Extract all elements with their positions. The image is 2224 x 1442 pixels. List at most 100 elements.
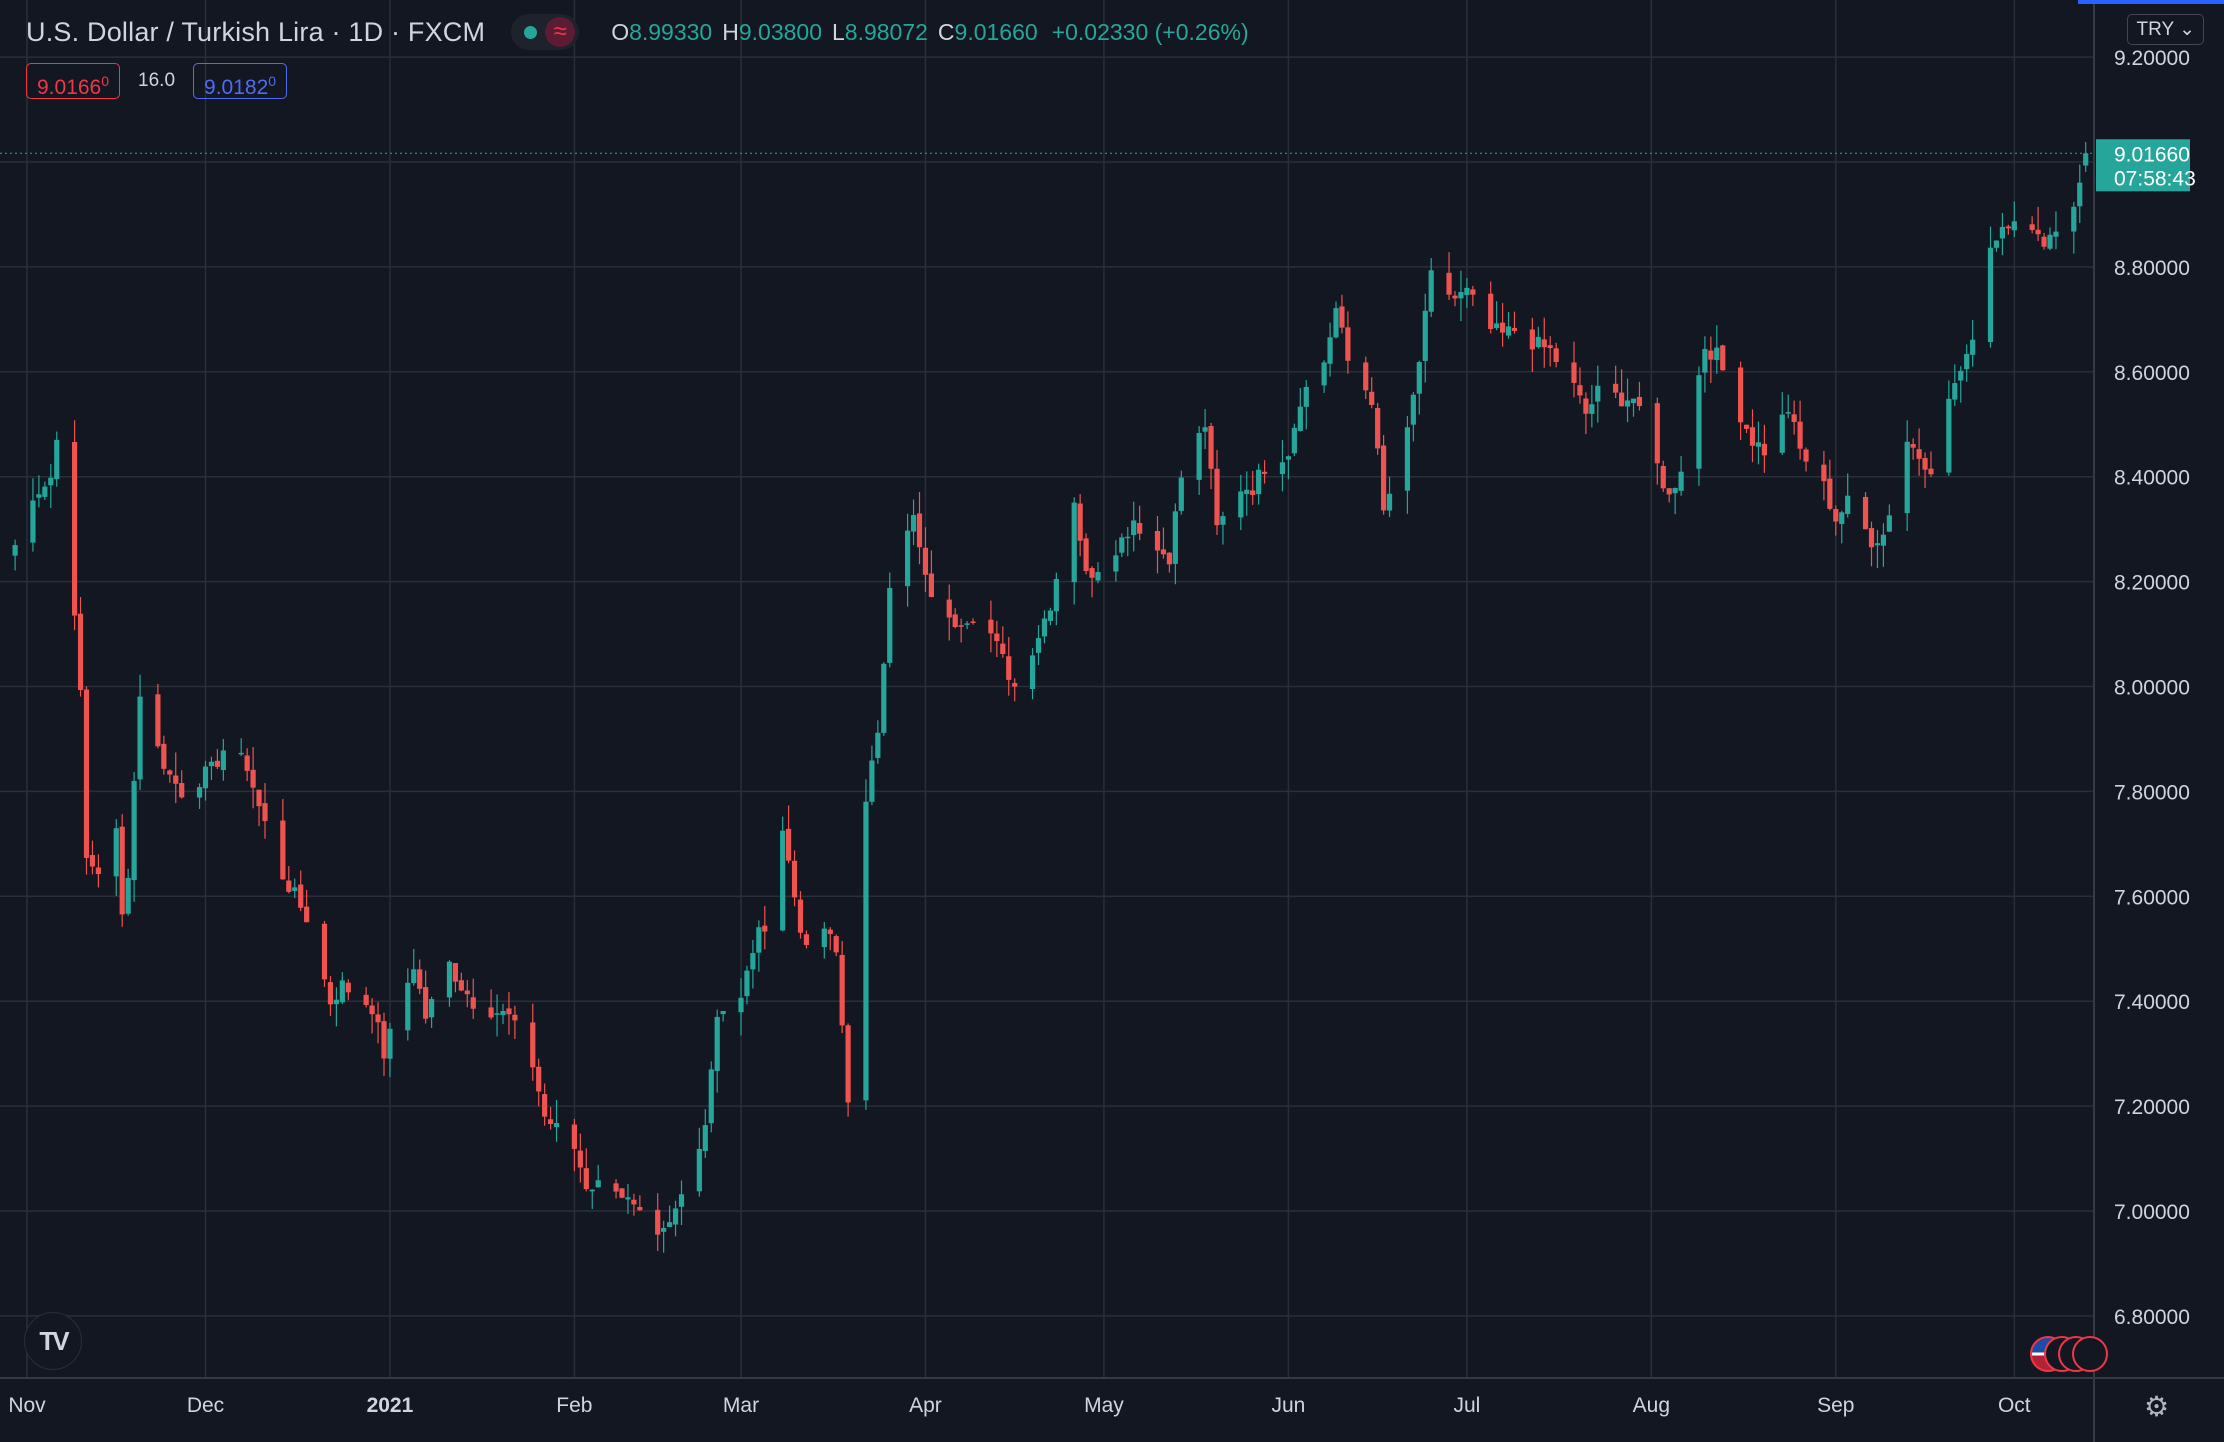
candle-body — [1636, 396, 1643, 407]
candle-body — [1285, 456, 1291, 460]
candle-body — [2077, 182, 2083, 207]
price-tick-label: 8.40000 — [2114, 467, 2190, 490]
chart-header: U.S. Dollar / Turkish Lira · 1D · FXCM ≈… — [26, 14, 1249, 50]
candle-body — [1488, 293, 1494, 330]
eye-toggle-icon[interactable] — [515, 17, 545, 47]
candle-body — [1619, 392, 1625, 407]
candle-body — [1416, 362, 1422, 394]
candle-body — [1964, 353, 1970, 370]
candle-body — [1404, 427, 1410, 491]
candle-body — [345, 982, 351, 993]
candle-body — [155, 694, 161, 747]
candle-body — [452, 963, 458, 982]
candles — [12, 142, 2089, 1253]
last-price-badge — [2096, 139, 2190, 192]
candle-body — [1916, 449, 1922, 459]
currency-dropdown[interactable]: TRY ⌄ — [2127, 14, 2204, 45]
chart-grid — [0, 0, 2094, 1378]
sell-button[interactable]: 9.01660 — [26, 63, 121, 99]
candle-body — [1452, 295, 1458, 299]
candle-body — [1613, 383, 1619, 393]
candle-body — [613, 1183, 619, 1192]
candle-body — [1624, 400, 1631, 407]
candle-body — [1428, 270, 1434, 312]
indicator-toggles: ≈ — [511, 14, 580, 50]
candle-body — [1922, 458, 1928, 470]
candle-body — [1761, 443, 1767, 456]
indicator-wave-icon[interactable]: ≈ — [545, 17, 576, 47]
candle-body — [327, 982, 334, 1005]
candle-body — [839, 954, 845, 1026]
candle-body — [2047, 234, 2053, 249]
candle-body — [1535, 336, 1541, 348]
candle-body — [994, 633, 1000, 642]
candle-body — [875, 732, 881, 758]
candle-body — [1029, 655, 1036, 690]
candle-body — [1577, 385, 1583, 396]
candle-body — [381, 1021, 387, 1059]
candle-body — [2011, 221, 2017, 231]
candle-body — [1797, 421, 1803, 449]
settings-gear-icon[interactable]: ⚙ — [2144, 1391, 2170, 1422]
candle-body — [1743, 424, 1750, 429]
candle-body — [708, 1069, 714, 1124]
candle-body — [1541, 339, 1547, 348]
symbol-title[interactable]: U.S. Dollar / Turkish Lira · 1D · FXCM — [26, 16, 486, 47]
candle-body — [1035, 638, 1042, 653]
us-flag-events-icon[interactable] — [2030, 1336, 2108, 1372]
time-tick-label: Jul — [1453, 1394, 1480, 1417]
candle-body — [1262, 471, 1268, 474]
candle-body — [1196, 432, 1202, 480]
candle-body — [1297, 406, 1303, 431]
candle-body — [1279, 462, 1286, 475]
candle-body — [1303, 387, 1309, 407]
candle-body — [583, 1168, 589, 1190]
time-tick-label: Dec — [187, 1394, 224, 1417]
candle-body — [1874, 543, 1881, 546]
candle-body — [1345, 327, 1351, 361]
open-value: 8.99330 — [629, 18, 713, 45]
candle-body — [131, 780, 137, 881]
candle-body — [1238, 491, 1244, 518]
candle-body — [1006, 656, 1012, 680]
candle-body — [952, 614, 958, 628]
candle-body — [137, 696, 143, 780]
candle-body — [577, 1150, 583, 1168]
candle-body — [1119, 537, 1125, 553]
candle-body — [1339, 306, 1345, 328]
candle-body — [827, 929, 833, 935]
candle-body — [1672, 488, 1678, 494]
tradingview-logo-icon[interactable]: TV — [24, 1312, 82, 1370]
candle-body — [1464, 287, 1470, 296]
candle-body — [30, 500, 36, 543]
candle-body — [506, 1008, 512, 1015]
price-tick-label: 8.80000 — [2114, 257, 2190, 280]
candle-body — [1595, 385, 1601, 402]
candle-body — [1845, 495, 1851, 514]
candle-body — [1089, 568, 1095, 578]
candle-body — [625, 1197, 631, 1200]
candle-body — [1839, 512, 1845, 525]
candle-body — [196, 787, 203, 798]
candle-body — [446, 961, 453, 998]
top-accent-strip — [2078, 0, 2224, 4]
buy-button[interactable]: 9.01820 — [193, 63, 288, 99]
candle-body — [553, 1122, 560, 1128]
time-tick-label: Nov — [8, 1394, 46, 1417]
candle-body — [1928, 468, 1934, 475]
candle-body — [869, 760, 875, 802]
candle-body — [1904, 441, 1910, 514]
candle-body — [1071, 502, 1077, 583]
candle-body — [1154, 530, 1161, 551]
candle-body — [119, 826, 125, 915]
candle-body — [1000, 643, 1006, 654]
candle-body — [72, 442, 78, 616]
candle-body — [1696, 375, 1702, 469]
candle-body — [542, 1094, 548, 1117]
candle-body — [488, 1007, 494, 1018]
candle-body — [304, 906, 310, 923]
candle-body — [1749, 427, 1756, 446]
time-tick-label: Aug — [1633, 1394, 1670, 1417]
candle-body — [89, 855, 96, 867]
